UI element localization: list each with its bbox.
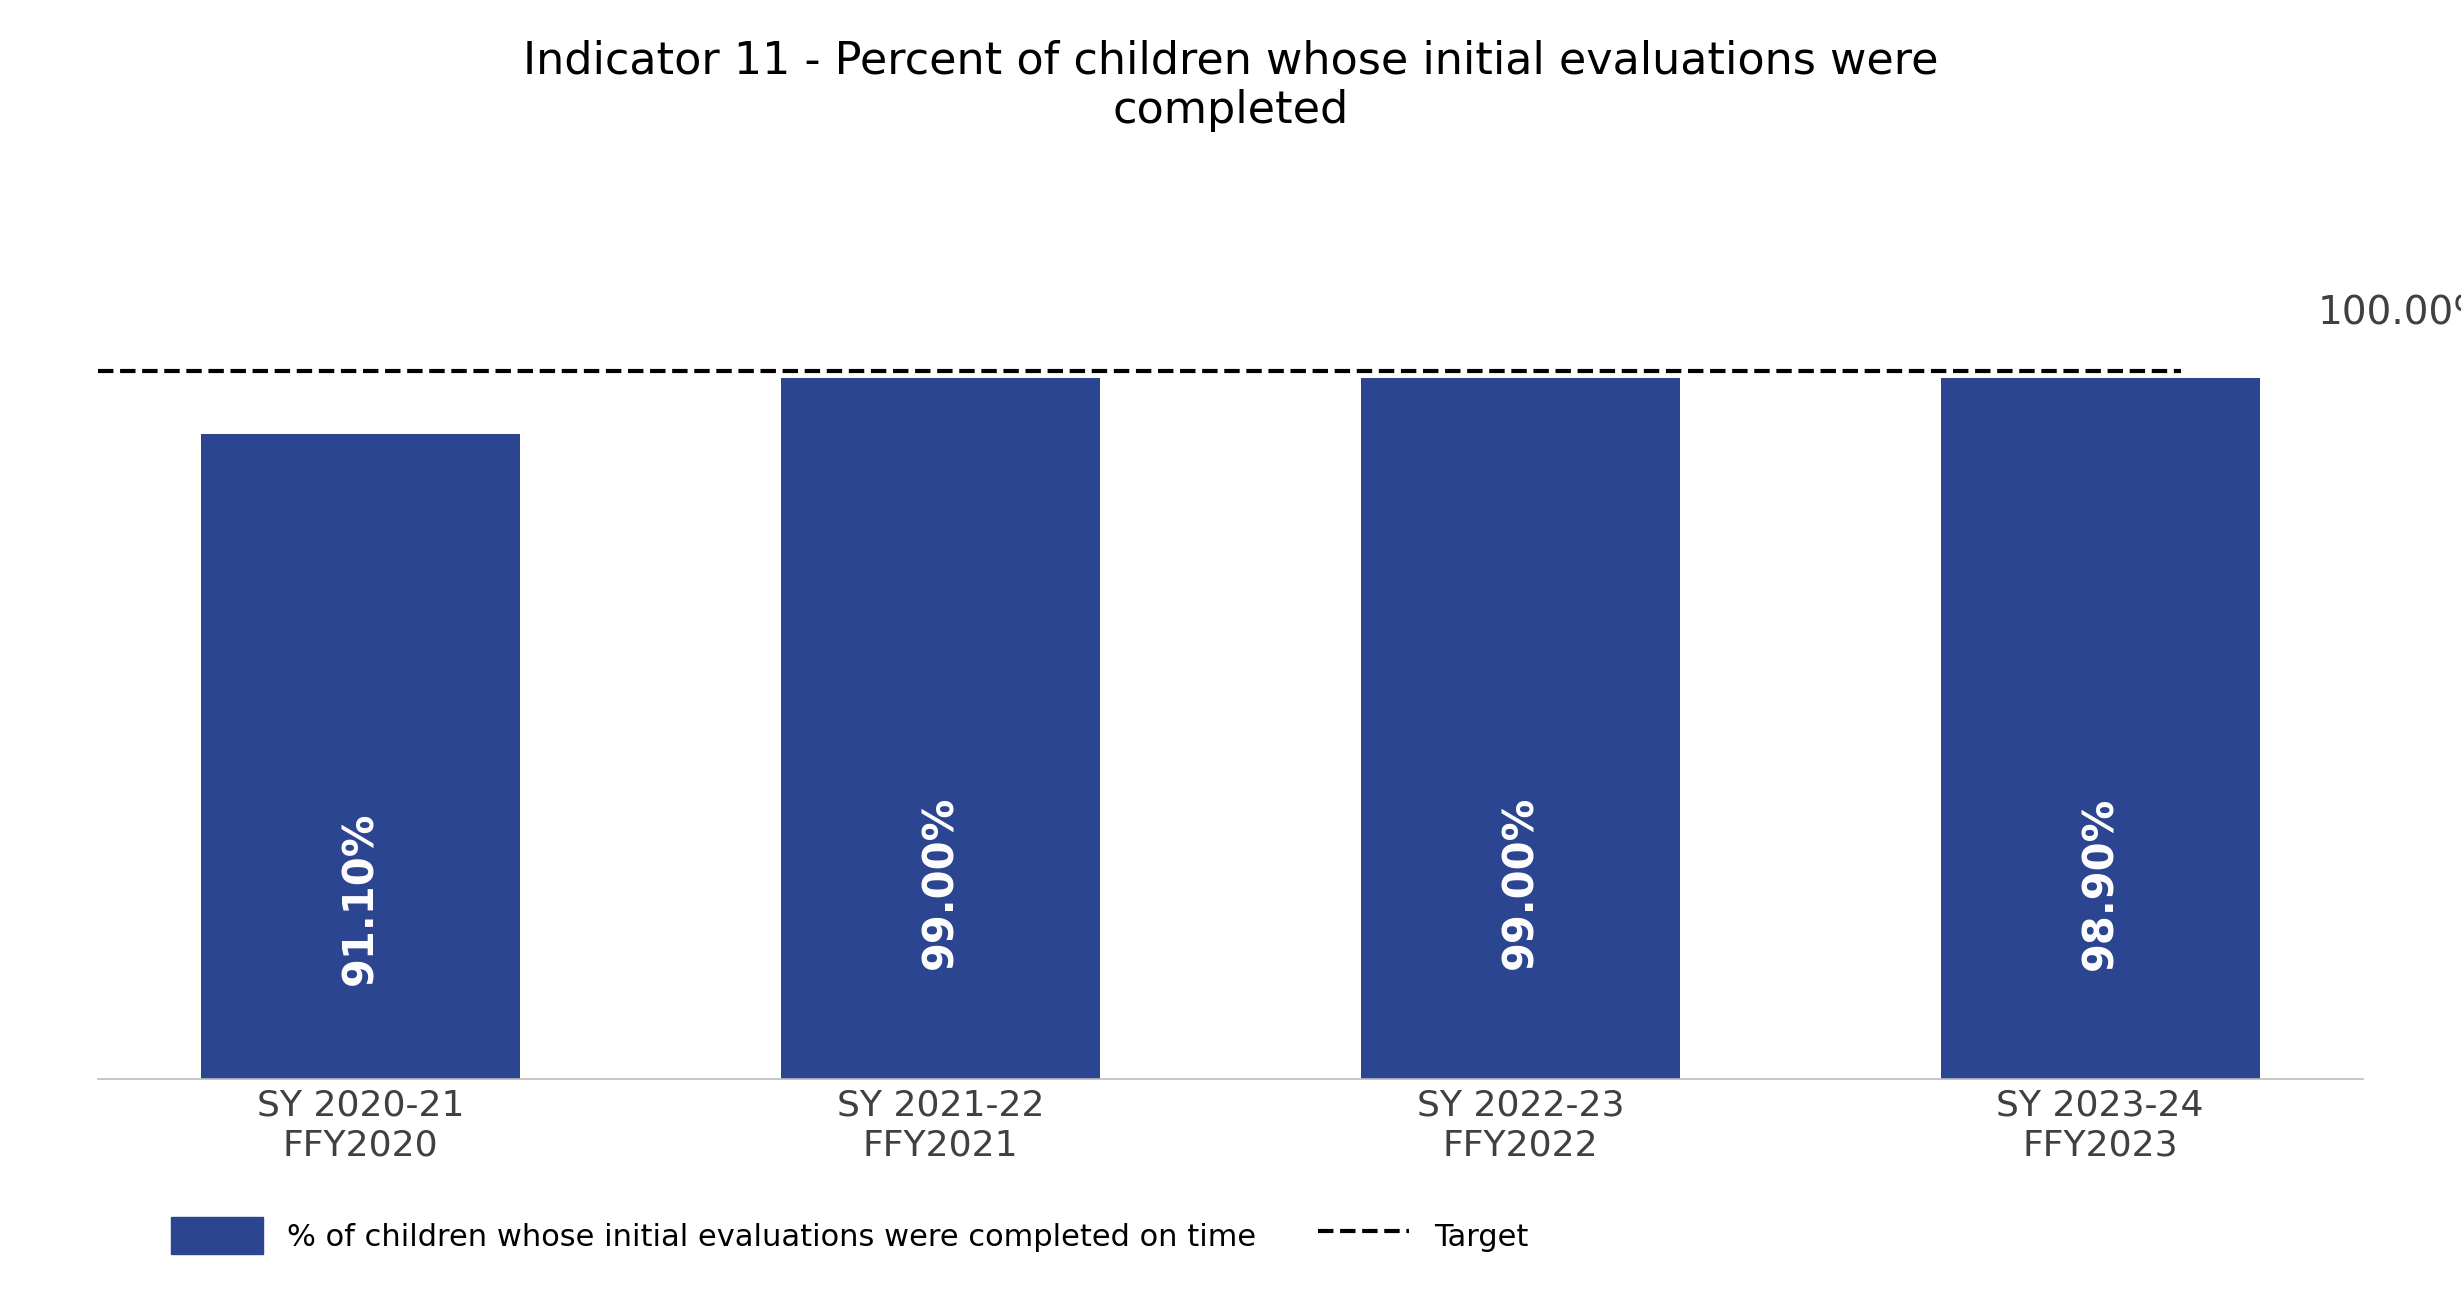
Legend: % of children whose initial evaluations were completed on time, Target: % of children whose initial evaluations … [160,1204,1541,1266]
Title: Indicator 11 - Percent of children whose initial evaluations were
completed: Indicator 11 - Percent of children whose… [522,39,1939,132]
Bar [1942,378,2259,1079]
Bar [1361,378,1681,1079]
Text: 91.10%: 91.10% [340,812,381,986]
Bar [780,378,1100,1079]
Text: 100.00%: 100.00% [2318,295,2461,333]
Text: 98.90%: 98.90% [2080,796,2121,970]
Bar [202,433,519,1079]
Text: 99.00%: 99.00% [1499,796,1541,970]
Text: 99.00%: 99.00% [920,796,962,970]
